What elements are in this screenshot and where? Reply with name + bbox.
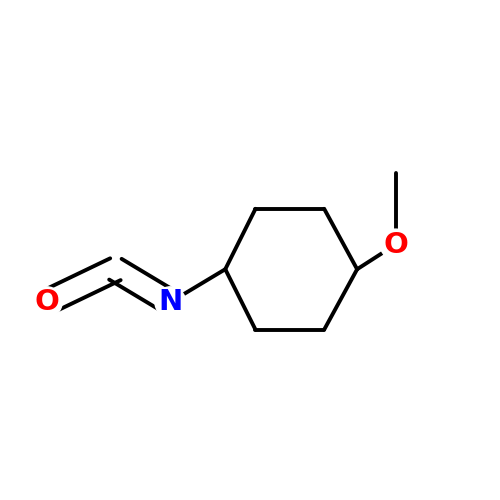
Text: N: N [158,288,182,316]
Circle shape [155,287,186,318]
Circle shape [32,287,62,318]
Text: O: O [34,288,59,316]
Circle shape [380,229,411,260]
Text: O: O [383,230,408,258]
